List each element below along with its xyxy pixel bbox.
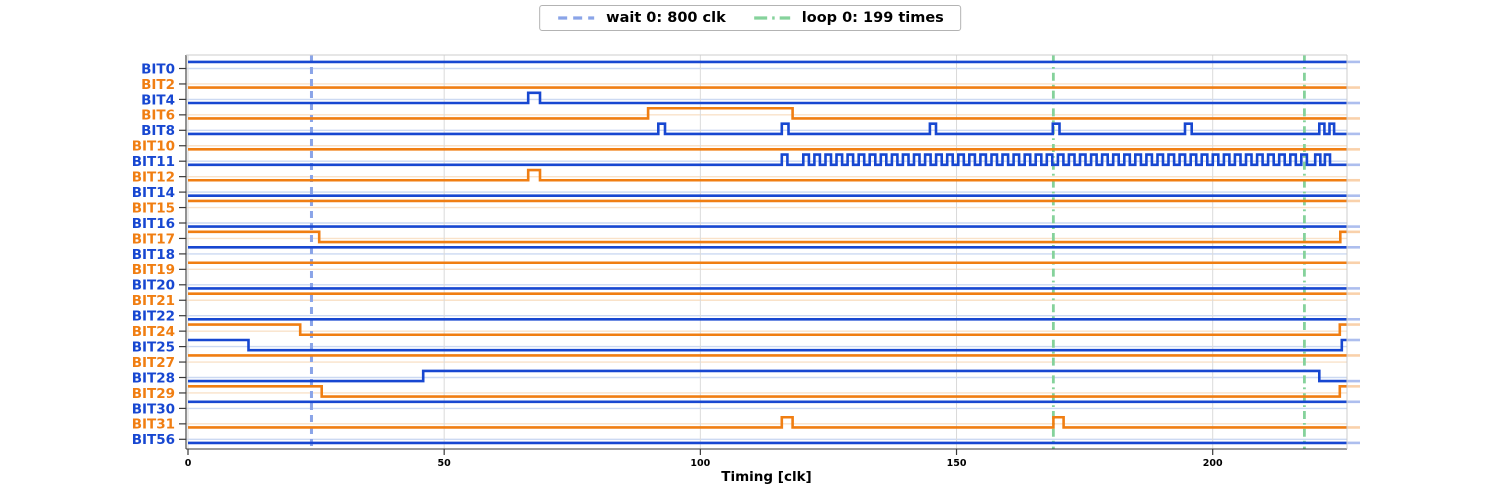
signal-BIT11 xyxy=(188,153,1347,167)
row-label-BIT31: BIT31 xyxy=(132,417,175,433)
row-label-BIT11: BIT11 xyxy=(132,154,175,170)
signal-BIT8 xyxy=(188,122,1347,136)
row-label-BIT25: BIT25 xyxy=(132,339,175,355)
signal-BIT12 xyxy=(188,168,1347,182)
signal-BIT25 xyxy=(188,338,1347,352)
x-tick-label-0: 0 xyxy=(185,458,192,469)
x-gridlines xyxy=(187,55,1214,449)
loop-line-sample-icon xyxy=(753,16,790,20)
row-label-BIT10: BIT10 xyxy=(132,139,175,155)
signal-BIT29 xyxy=(188,385,1347,398)
row-label-BIT24: BIT24 xyxy=(132,324,175,340)
row-label-BIT18: BIT18 xyxy=(132,247,175,263)
signal-BIT28 xyxy=(188,369,1347,383)
row-label-BIT22: BIT22 xyxy=(132,309,175,325)
x-tick-label-50: 50 xyxy=(438,458,452,469)
legend-label-loop: loop 0: 199 times xyxy=(801,10,944,26)
row-label-BIT27: BIT27 xyxy=(132,355,175,371)
x-tick-label-200: 200 xyxy=(1203,458,1223,469)
legend-item-loop: loop 0: 199 times xyxy=(752,10,944,26)
row-label-BIT2: BIT2 xyxy=(141,77,175,93)
wait-line-sample-icon xyxy=(558,16,595,20)
row-label-BIT4: BIT4 xyxy=(141,92,175,108)
x-tick-label-100: 100 xyxy=(690,458,710,469)
row-label-BIT28: BIT28 xyxy=(132,370,175,386)
row-label-BIT16: BIT16 xyxy=(132,216,175,232)
row-label-BIT29: BIT29 xyxy=(132,386,175,402)
x-tick-label-150: 150 xyxy=(947,458,967,469)
signals xyxy=(188,60,1360,445)
x-axis: 0 50 100 150 200 Timing [clk] xyxy=(185,449,1223,485)
legend: wait 0: 800 clk loop 0: 199 times xyxy=(539,5,961,31)
row-label-BIT0: BIT0 xyxy=(141,61,175,77)
row-label-BIT17: BIT17 xyxy=(132,231,175,247)
x-axis-label: Timing [clk] xyxy=(721,469,811,485)
row-label-BIT19: BIT19 xyxy=(132,262,175,278)
signal-BIT6 xyxy=(188,106,1347,120)
row-label-BIT30: BIT30 xyxy=(132,401,175,417)
row-label-BIT15: BIT15 xyxy=(132,200,175,216)
row-label-BIT14: BIT14 xyxy=(132,185,175,201)
row-label-BIT6: BIT6 xyxy=(141,108,175,124)
signal-BIT24 xyxy=(188,323,1347,337)
signal-BIT17 xyxy=(188,230,1347,244)
signal-BIT4 xyxy=(188,91,1347,105)
row-label-BIT8: BIT8 xyxy=(141,123,175,139)
signal-BIT31 xyxy=(188,415,1347,429)
legend-item-wait: wait 0: 800 clk xyxy=(556,10,726,26)
row-label-BIT12: BIT12 xyxy=(132,170,175,186)
row-label-BIT21: BIT21 xyxy=(132,293,175,309)
legend-label-wait: wait 0: 800 clk xyxy=(606,10,726,26)
row-label-BIT20: BIT20 xyxy=(132,278,175,294)
row-label-BIT56: BIT56 xyxy=(132,432,175,448)
markers xyxy=(309,55,1306,449)
spines xyxy=(185,54,1348,450)
row-gridlines xyxy=(186,67,1347,440)
y-axis: BIT0BIT2BIT4BIT6BIT8BIT10BIT11BIT12BIT14… xyxy=(132,61,186,448)
